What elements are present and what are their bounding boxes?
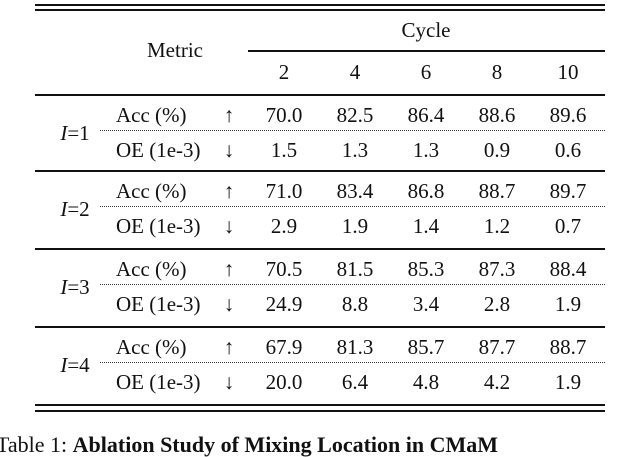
group-index: =1 [67,121,90,145]
header-metric: Metric [147,38,203,62]
group-var: I [60,197,68,221]
cell: 70.0 [265,103,303,127]
cell: 2.8 [483,292,511,316]
cell: 88.7 [478,179,516,203]
group-var: I [60,353,68,377]
dotted-rule [100,362,605,363]
group-index: =3 [67,275,90,299]
cell: 1.9 [554,370,582,394]
cell: 86.4 [407,103,445,127]
row-metric: OE (1e-3) [116,214,201,238]
row-arrow: ↑ [223,335,235,359]
row-arrow: ↓ [223,370,235,394]
cell: 2.9 [270,214,298,238]
rule [35,404,605,406]
group-label: I=2 [60,199,89,220]
cell: 4.8 [412,370,440,394]
cell: 88.4 [549,257,587,281]
cell: 1.9 [341,214,369,238]
group-var: I [60,275,68,299]
group-index: =2 [67,197,90,221]
rule [35,248,605,250]
caption-label: Table 1: [0,432,68,457]
header-cycle-value: 2 [278,60,290,84]
group-label: I=4 [60,355,89,376]
group-index: =4 [67,353,90,377]
cell: 0.9 [483,138,511,162]
header-cycle: Cycle [401,18,451,42]
cell: 1.5 [270,138,298,162]
dotted-rule [100,130,605,131]
cell: 81.5 [336,257,374,281]
cell: 85.3 [407,257,445,281]
cell: 1.3 [412,138,440,162]
row-arrow: ↓ [223,214,235,238]
rule [35,170,605,172]
cell: 89.7 [549,179,587,203]
rule [248,50,605,52]
cell: 1.9 [554,292,582,316]
caption-title: Ablation Study of Mixing Location in CMa… [72,432,499,457]
row-arrow: ↑ [223,179,235,203]
cell: 85.7 [407,335,445,359]
rule [35,326,605,328]
cell: 86.8 [407,179,445,203]
cell: 0.7 [554,214,582,238]
rule [35,94,605,96]
cell: 1.4 [412,214,440,238]
row-arrow: ↑ [223,257,235,281]
cell: 88.7 [549,335,587,359]
rule [35,410,605,412]
rule [35,4,605,6]
cell: 1.2 [483,214,511,238]
row-arrow: ↑ [223,103,235,127]
row-metric: OE (1e-3) [116,292,201,316]
cell: 83.4 [336,179,374,203]
cell: 3.4 [412,292,440,316]
cell: 6.4 [341,370,369,394]
cell: 82.5 [336,103,374,127]
row-metric: OE (1e-3) [116,370,201,394]
cell: 67.9 [265,335,303,359]
group-label: I=1 [60,123,89,144]
row-arrow: ↓ [223,138,235,162]
cell: 71.0 [265,179,303,203]
cell: 0.6 [554,138,582,162]
row-metric: OE (1e-3) [116,138,201,162]
header-cycle-value: 10 [557,60,579,84]
cell: 24.9 [265,292,303,316]
header-cycle-value: 6 [420,60,432,84]
cell: 4.2 [483,370,511,394]
dotted-rule [100,284,605,285]
row-metric: Acc (%) [116,179,187,203]
dotted-rule [100,206,605,207]
header-cycle-value: 8 [491,60,503,84]
cell: 81.3 [336,335,374,359]
cell: 70.5 [265,257,303,281]
group-var: I [60,121,68,145]
rule [35,9,605,11]
cell: 88.6 [478,103,516,127]
cell: 87.7 [478,335,516,359]
row-metric: Acc (%) [116,335,187,359]
cell: 89.6 [549,103,587,127]
cell: 20.0 [265,370,303,394]
cell: 1.3 [341,138,369,162]
caption: Table 1: Ablation Study of Mixing Locati… [0,434,498,456]
group-label: I=3 [60,277,89,298]
row-metric: Acc (%) [116,257,187,281]
row-arrow: ↓ [223,292,235,316]
header-cycle-value: 4 [349,60,361,84]
row-metric: Acc (%) [116,103,187,127]
cell: 87.3 [478,257,516,281]
cell: 8.8 [341,292,369,316]
